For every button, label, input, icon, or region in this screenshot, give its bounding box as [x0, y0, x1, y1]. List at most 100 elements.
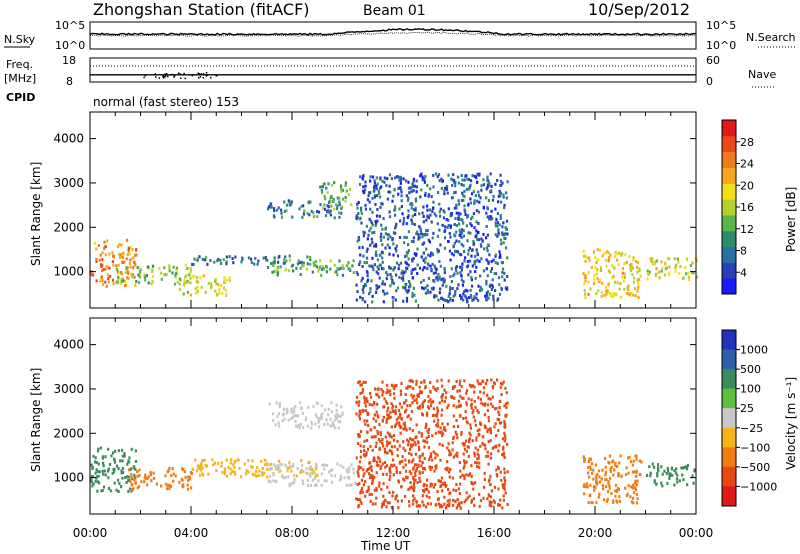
heat-cell — [371, 196, 374, 200]
heat-cell — [182, 483, 185, 487]
freq-dot — [202, 73, 205, 75]
heat-cell — [309, 483, 312, 487]
heat-cell — [490, 402, 493, 406]
heat-cell — [413, 485, 416, 489]
heat-cell — [373, 263, 376, 267]
heat-cell — [386, 440, 389, 444]
heat-cell — [427, 431, 430, 435]
heat-cell — [340, 211, 343, 215]
heat-cell — [380, 388, 383, 391]
heat-cell — [363, 439, 366, 443]
heat-cell — [422, 439, 425, 443]
heat-cell — [497, 194, 500, 198]
heat-cell — [109, 275, 112, 278]
heat-cell — [423, 399, 426, 403]
heat-cell — [458, 240, 461, 244]
heat-cell — [449, 235, 452, 239]
heat-cell — [673, 257, 676, 261]
heat-cell — [151, 270, 154, 273]
heat-cell — [369, 465, 372, 469]
heat-cell — [633, 481, 636, 485]
heat-cell — [118, 482, 121, 486]
heat-cell — [354, 481, 357, 485]
heat-cell — [485, 282, 488, 286]
heat-cell — [327, 205, 330, 209]
heat-cell — [217, 283, 220, 287]
heat-cell — [594, 256, 597, 260]
heat-cell — [121, 277, 124, 281]
heat-cell — [214, 278, 217, 282]
heat-cell — [407, 500, 411, 504]
heat-cell — [241, 258, 244, 262]
heat-cell — [461, 218, 464, 222]
heat-cell — [403, 421, 406, 425]
heat-cell — [383, 180, 386, 184]
colorbar-cell — [722, 447, 736, 468]
heat-cell — [385, 277, 388, 281]
heat-cell — [688, 278, 691, 282]
heat-cell — [115, 264, 118, 268]
heat-cell — [481, 441, 484, 445]
heat-cell — [680, 466, 683, 470]
heat-cell — [440, 484, 443, 487]
heat-cell — [309, 256, 312, 259]
heat-cell — [225, 278, 228, 282]
heat-cell — [477, 299, 480, 302]
heat-cell — [137, 485, 141, 489]
heat-cell — [458, 389, 461, 393]
heat-cell — [385, 464, 389, 468]
heat-cell — [501, 382, 504, 386]
heat-cell — [284, 475, 287, 479]
heat-cell — [610, 294, 613, 298]
heat-cell — [673, 469, 676, 472]
heat-cell — [321, 265, 324, 268]
heat-cell — [100, 278, 103, 281]
heat-cell — [392, 281, 395, 285]
heat-cell — [345, 483, 348, 487]
heat-cell — [502, 195, 505, 199]
velocity-colorbar-cells — [722, 330, 736, 507]
heat-cell — [496, 262, 499, 266]
heat-cell — [411, 428, 414, 432]
heat-cell — [411, 438, 414, 442]
heat-cell — [382, 217, 385, 220]
heat-cell — [455, 206, 458, 210]
heat-cell — [305, 416, 308, 420]
heat-cell — [660, 465, 663, 469]
heat-cell — [152, 471, 155, 475]
heat-cell — [498, 503, 501, 507]
heat-cell — [378, 253, 381, 257]
heat-cell — [358, 400, 361, 404]
heat-cell — [441, 408, 444, 412]
heat-cell — [681, 473, 684, 477]
heat-cell — [133, 465, 136, 469]
heat-cell — [587, 459, 590, 463]
heat-cell — [497, 467, 500, 471]
heat-cell — [503, 455, 506, 459]
heat-cell — [441, 223, 444, 227]
heat-cell — [435, 388, 438, 392]
heat-cell — [610, 276, 614, 280]
heat-cell — [441, 443, 444, 447]
heat-cell — [623, 287, 626, 291]
heat-cell — [123, 284, 127, 287]
heat-cell — [120, 448, 124, 452]
heat-cell — [371, 231, 374, 235]
heat-cell — [473, 199, 476, 203]
heat-cell — [456, 454, 459, 458]
heat-cell — [469, 259, 472, 263]
heat-cell — [311, 270, 314, 274]
heat-cell — [454, 181, 457, 185]
heat-cell — [502, 193, 505, 197]
heat-cell — [301, 463, 304, 467]
heat-cell — [375, 270, 378, 274]
heat-cell — [466, 300, 469, 304]
heat-cell — [583, 492, 586, 496]
heat-cell — [236, 458, 239, 462]
heat-cell — [187, 478, 190, 482]
heat-cell — [428, 495, 431, 499]
heat-cell — [196, 276, 199, 280]
heat-cell — [477, 284, 480, 288]
heat-cell — [128, 456, 131, 460]
heat-cell — [360, 383, 363, 387]
